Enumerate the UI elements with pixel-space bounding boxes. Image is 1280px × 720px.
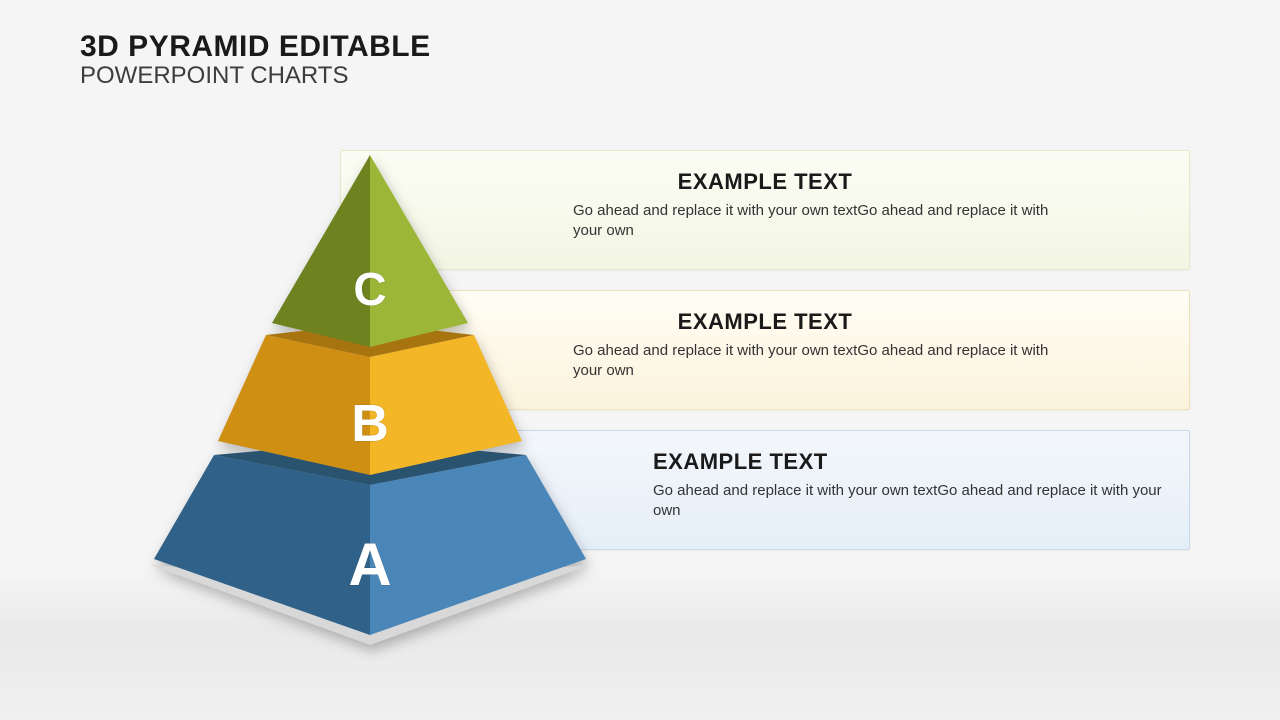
- level-c-right: [370, 155, 468, 347]
- level-a-left: [154, 455, 370, 635]
- page-subtitle: POWERPOINT CHARTS: [80, 62, 431, 90]
- pyramid-stage: EXAMPLE TEXT Go ahead and replace it wit…: [80, 140, 1200, 700]
- level-a-right: [370, 455, 586, 635]
- pyramid-icon: A B C: [90, 125, 650, 685]
- banner-title-a: EXAMPLE TEXT: [653, 449, 1167, 475]
- banner-body-a: Go ahead and replace it with your own te…: [653, 481, 1167, 522]
- level-c-label: C: [353, 263, 386, 315]
- level-c-left: [272, 155, 370, 347]
- title-block: 3D PYRAMID EDITABLE POWERPOINT CHARTS: [80, 30, 431, 90]
- page-title: 3D PYRAMID EDITABLE: [80, 30, 431, 64]
- level-b-label: B: [351, 395, 389, 453]
- level-a-label: A: [348, 531, 391, 598]
